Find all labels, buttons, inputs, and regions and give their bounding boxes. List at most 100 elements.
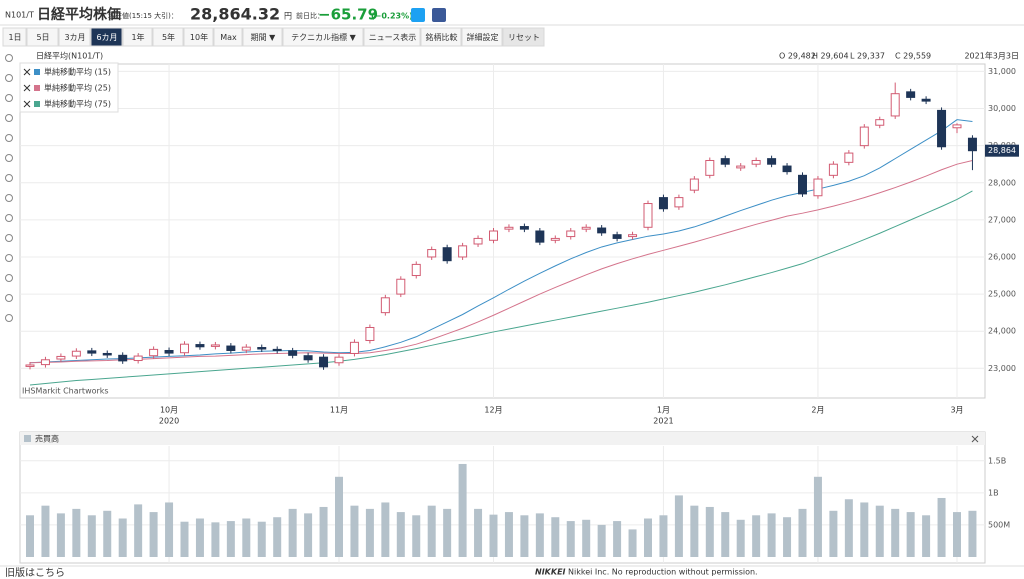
- candle-body: [767, 158, 777, 165]
- volume-bar: [396, 512, 405, 557]
- drawing-tool[interactable]: [5, 114, 13, 122]
- last-price-label: 28,864: [988, 146, 1016, 155]
- candle-body: [102, 352, 112, 356]
- legend-remove[interactable]: [23, 84, 31, 92]
- y-tick-label: 27,000: [988, 215, 1016, 224]
- volume-bar: [474, 508, 483, 557]
- drawing-tool[interactable]: [5, 74, 13, 82]
- drawing-tool[interactable]: [5, 274, 13, 282]
- volume-bar: [535, 513, 544, 557]
- drawing-tool[interactable]: [5, 234, 13, 242]
- candle-body: [519, 226, 529, 230]
- volume-bar: [674, 495, 683, 557]
- toolbar-button[interactable]: [58, 27, 91, 47]
- toolbar-button[interactable]: [242, 27, 283, 47]
- x-year-label: 2020: [159, 417, 179, 426]
- volume-bar: [644, 518, 652, 557]
- volume-bar: [443, 508, 452, 557]
- volume-bar: [721, 512, 730, 557]
- volume-bar: [906, 512, 915, 557]
- candle-body: [164, 349, 174, 354]
- candle-body: [118, 354, 128, 362]
- change-pct: (−0.23%): [371, 12, 413, 21]
- legend-label: 単純移動平均 (75): [44, 99, 111, 109]
- volume-bar: [953, 512, 961, 557]
- y-tick-label: 25,000: [988, 290, 1016, 299]
- drawing-tool[interactable]: [5, 94, 13, 102]
- volume-bar: [613, 521, 622, 557]
- candle-body: [349, 341, 359, 354]
- drawing-tool[interactable]: [5, 54, 13, 62]
- toolbar-button[interactable]: [122, 27, 153, 47]
- legend-remove[interactable]: [23, 68, 31, 76]
- volume-bar: [566, 521, 575, 557]
- toolbar-button[interactable]: [282, 27, 364, 47]
- toolbar-button[interactable]: [363, 27, 421, 47]
- toolbar-button-label: 詳細設定: [467, 32, 499, 42]
- legend-remove[interactable]: [23, 100, 31, 108]
- candle-body: [87, 350, 97, 354]
- volume-bar: [582, 519, 591, 557]
- copyright: Nikkei Inc. No reproduction without perm…: [568, 568, 758, 577]
- y-tick-label: 28,000: [988, 178, 1016, 187]
- legend-swatch: [34, 85, 40, 91]
- volume-bar: [968, 510, 977, 557]
- toolbar-button[interactable]: [2, 27, 27, 47]
- toolbar-button[interactable]: [502, 27, 545, 47]
- toolbar-button-label: 期間 ▼: [251, 33, 277, 42]
- drawing-tool[interactable]: [5, 294, 13, 302]
- candle-body: [859, 126, 869, 147]
- volume-bar: [813, 476, 822, 557]
- volume-bar: [26, 515, 34, 557]
- drawing-tool[interactable]: [5, 254, 13, 262]
- drawing-tool[interactable]: [5, 214, 13, 222]
- volume-bar: [195, 518, 204, 557]
- candle-body: [566, 230, 576, 238]
- volume-bar: [350, 505, 359, 557]
- toolbar-button[interactable]: [213, 27, 243, 47]
- volume-bar: [736, 519, 745, 557]
- old-version-link[interactable]: 旧版はこちら: [5, 566, 65, 579]
- candle-body: [319, 356, 329, 368]
- volume-bar: [87, 515, 96, 557]
- toolbar-button[interactable]: [152, 27, 184, 47]
- drawing-tool[interactable]: [5, 314, 13, 322]
- candle-body: [365, 326, 375, 341]
- toolbar-button[interactable]: [461, 27, 503, 47]
- y-tick-label: 23,000: [988, 364, 1016, 373]
- candle-body: [396, 278, 406, 295]
- drawing-tool[interactable]: [5, 174, 13, 182]
- twitter-button[interactable]: [411, 8, 425, 22]
- moving-average: [29, 119, 973, 364]
- volume-bar: [690, 505, 699, 557]
- toolbar-button[interactable]: [90, 27, 123, 47]
- volume-bar: [783, 517, 792, 557]
- volume-bar: [767, 513, 776, 557]
- volume-bar: [922, 515, 931, 557]
- toolbar-button[interactable]: [183, 27, 214, 47]
- x-tick-label: 3月: [950, 406, 963, 415]
- last-price-tag: [985, 144, 1019, 157]
- candle-body: [612, 234, 622, 239]
- candle-body: [828, 163, 838, 176]
- drawing-tool[interactable]: [5, 154, 13, 162]
- volume-bar: [304, 513, 313, 557]
- chart-title: 日経平均(N101/T): [36, 51, 103, 61]
- volume-bar: [504, 512, 513, 557]
- toolbar-button-label: 3カ月: [64, 33, 85, 42]
- toolbar-button[interactable]: [26, 27, 59, 47]
- candle-body: [25, 364, 35, 367]
- candle-body: [751, 159, 761, 165]
- drawing-tool[interactable]: [5, 194, 13, 202]
- close-icon[interactable]: [971, 435, 979, 443]
- toolbar-button[interactable]: [420, 27, 462, 47]
- candle-body: [597, 227, 607, 234]
- drawing-tool[interactable]: [5, 134, 13, 142]
- volume-bar: [180, 521, 189, 557]
- volume-bar: [705, 506, 714, 557]
- candle-body: [257, 347, 267, 350]
- facebook-button[interactable]: [432, 8, 446, 22]
- volume-bar: [829, 510, 838, 557]
